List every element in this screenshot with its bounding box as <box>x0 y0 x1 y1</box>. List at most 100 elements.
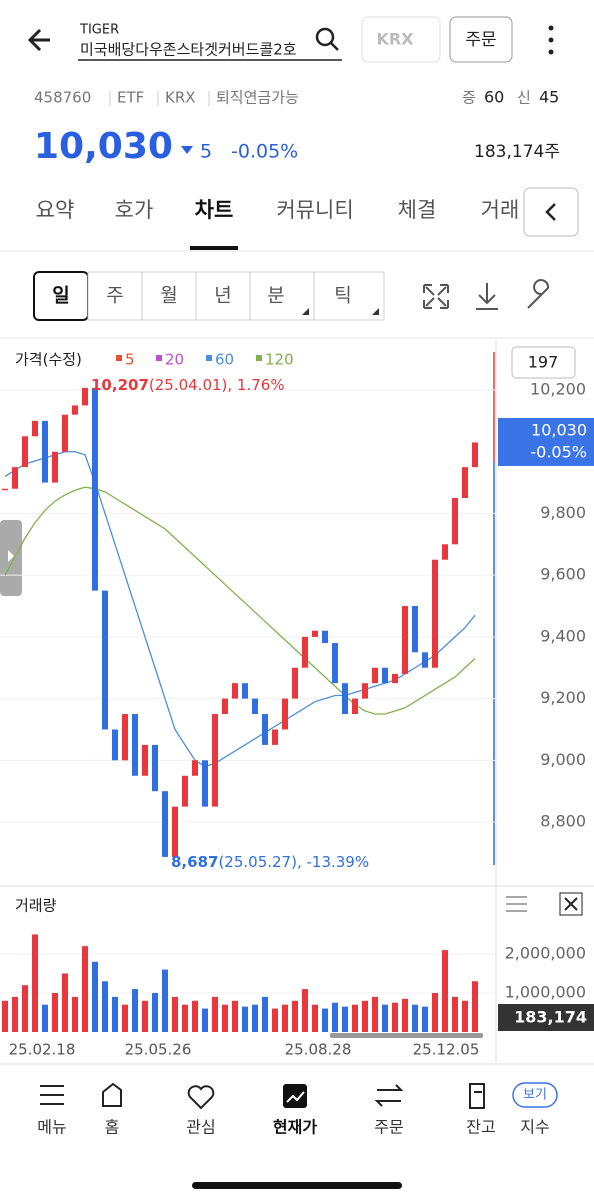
volume-bar <box>412 1004 418 1032</box>
legend-swatch <box>156 355 162 361</box>
candle <box>152 744 158 792</box>
y-tick-label: 10,200 <box>530 379 586 398</box>
nav-label[interactable]: 관심 <box>186 1118 215 1137</box>
candle <box>382 667 388 684</box>
volume-bar <box>72 996 78 1032</box>
volume-bar <box>352 1004 358 1032</box>
nav-label[interactable]: 메뉴 <box>37 1118 66 1137</box>
period-button[interactable] <box>313 271 385 321</box>
dropdown-mark <box>372 308 379 315</box>
candle <box>272 729 278 745</box>
tab[interactable]: 호가 <box>115 198 154 222</box>
tab[interactable]: 차트 <box>195 198 234 222</box>
candle <box>192 760 198 776</box>
x-label: 25.02.18 <box>9 1041 76 1059</box>
side-arrow <box>8 550 14 562</box>
tab[interactable]: 요약 <box>36 198 75 222</box>
more-icon[interactable] <box>548 25 554 55</box>
candle <box>292 667 298 699</box>
tab-indicator <box>190 246 238 250</box>
y-tick-label: 1,000,000 <box>505 982 586 1001</box>
nav-label[interactable]: 주문 <box>374 1118 403 1137</box>
candle <box>92 387 98 591</box>
volume-bar <box>182 1004 188 1032</box>
volume-bar <box>122 1004 128 1032</box>
volume-bar <box>332 1002 338 1032</box>
volume-bar <box>232 1000 238 1032</box>
candle <box>112 729 118 761</box>
nav-label[interactable]: 현재가 <box>273 1118 317 1137</box>
candle <box>422 652 428 668</box>
volume-bar <box>162 969 168 1032</box>
volume-bar <box>222 1004 228 1032</box>
chart-icon-bg <box>283 1084 307 1108</box>
volume-bar <box>282 1004 288 1032</box>
volume-bar <box>422 1006 428 1032</box>
candle <box>462 467 468 499</box>
volume-bar <box>192 1000 198 1032</box>
count-box[interactable] <box>511 346 576 379</box>
menu-icon <box>40 1085 64 1105</box>
candle <box>242 683 248 699</box>
candle <box>42 420 48 483</box>
high-annotation: 10,207(25.04.01), 1.76% <box>91 375 285 393</box>
current-volume: 183,174 <box>514 1008 587 1027</box>
credit: 45 <box>539 88 559 107</box>
y-tick-label: 9,000 <box>540 750 586 769</box>
volume-bar <box>2 1000 8 1032</box>
volume-bar <box>242 1006 248 1032</box>
period-label: 분 <box>267 285 284 307</box>
legend-title: 가격(수정) <box>15 351 82 369</box>
exchange-box[interactable] <box>361 16 441 63</box>
brand: TIGER <box>79 23 119 38</box>
nav-label[interactable]: 지수 <box>520 1118 549 1137</box>
legend-label: 5 <box>125 351 135 369</box>
y-tick-label: 8,800 <box>540 812 586 831</box>
y-tick-label: 9,800 <box>540 503 586 522</box>
volume-bar <box>402 998 408 1032</box>
margin-label: 증 <box>462 89 476 107</box>
volume-bar <box>322 1008 328 1032</box>
candle <box>122 714 128 761</box>
tab[interactable]: 체결 <box>398 198 437 222</box>
y-tick-label: 2,000,000 <box>505 943 586 962</box>
period-label: 일 <box>52 285 69 307</box>
candle <box>52 451 58 483</box>
pane-menu[interactable] <box>506 896 527 912</box>
heart-icon <box>187 1085 215 1110</box>
volume-bar <box>342 1006 348 1032</box>
period-button[interactable] <box>249 271 315 321</box>
tab[interactable]: 커뮤니티 <box>276 198 353 222</box>
candle <box>72 405 78 415</box>
tab[interactable]: 거래 <box>481 198 520 222</box>
period-button[interactable] <box>195 271 251 321</box>
volume-bar <box>172 996 178 1032</box>
count-label: 197 <box>528 353 559 372</box>
toolbar-icons[interactable] <box>423 279 550 310</box>
high-text: (25.04.01), 1.76% <box>149 375 285 393</box>
candle <box>22 436 28 468</box>
volume-title: 거래량 <box>15 897 57 915</box>
candle <box>172 806 178 857</box>
tag: 퇴직연금가능 <box>216 89 299 107</box>
nav-label[interactable]: 잔고 <box>466 1118 495 1137</box>
order-button[interactable] <box>449 16 513 63</box>
change-rate: -0.05% <box>231 141 298 163</box>
period-button[interactable] <box>87 271 143 321</box>
stock-name[interactable]: 미국배당다우존스타겟커버드콜2호 <box>80 41 297 59</box>
candle <box>32 420 38 437</box>
scrollbar[interactable] <box>330 1033 483 1038</box>
back-button[interactable] <box>27 28 50 52</box>
candle <box>472 442 478 468</box>
volume-bar <box>152 992 158 1032</box>
margin: 60 <box>484 88 504 107</box>
badge-box <box>512 1082 558 1108</box>
close-x <box>564 897 578 911</box>
candle <box>352 698 358 715</box>
tab-scroll-button[interactable] <box>523 187 579 237</box>
search-icon[interactable] <box>315 27 339 51</box>
ma-line <box>4 486 476 715</box>
nav-label[interactable]: 홈 <box>105 1118 120 1137</box>
period-label: 월 <box>160 285 177 307</box>
